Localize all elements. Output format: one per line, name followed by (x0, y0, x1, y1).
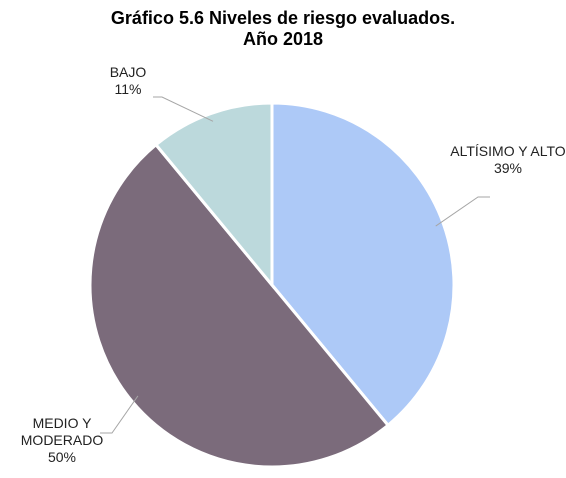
chart-title: Año 2018 (242, 29, 324, 49)
pie-slice (88, 142, 391, 469)
leader-line (435, 196, 490, 227)
pie-slice (270, 101, 456, 428)
value-label: 39% (493, 160, 523, 176)
category-label: ALTÍSIMO Y ALTO (450, 143, 566, 159)
value-label: 50% (47, 449, 77, 465)
data-label: BAJO 11% (98, 64, 158, 98)
chart-title: Gráfico 5.6 Niveles de riesgo evaluados. (110, 8, 456, 28)
category-label: BAJO (109, 64, 147, 80)
pie-slice (153, 101, 274, 290)
data-label: MEDIO Y MODERADO 50% (7, 415, 117, 466)
leader-line (153, 96, 214, 122)
category-label: MEDIO Y MODERADO (20, 415, 104, 448)
leader-line (100, 395, 139, 434)
data-label: ALTÍSIMO Y ALTO 39% (448, 143, 566, 177)
value-label: 11% (114, 81, 142, 97)
